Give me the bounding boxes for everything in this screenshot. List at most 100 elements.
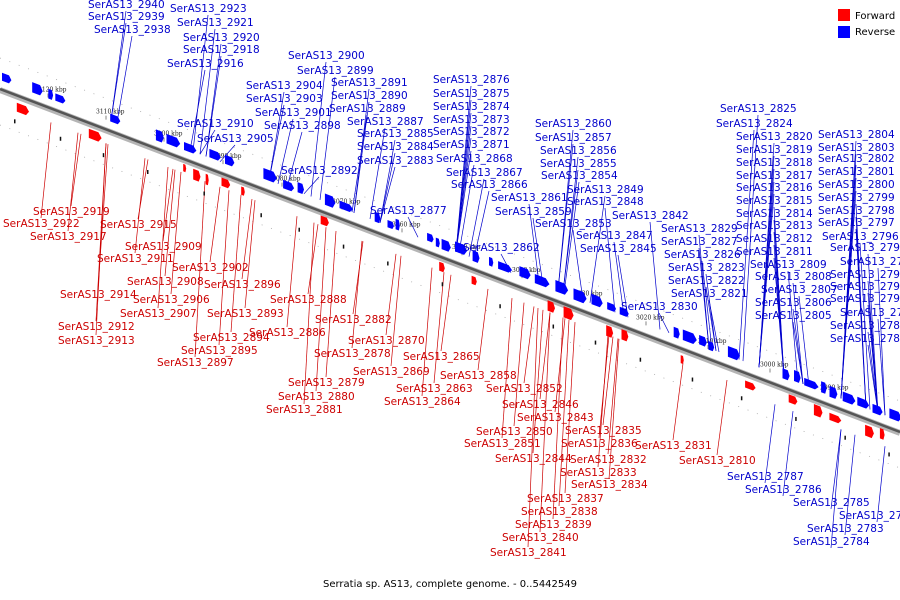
leader-line <box>617 254 629 318</box>
reverse-gene-label: SerAS13_2884 <box>357 141 434 153</box>
forward-gene-label: SerAS13_2886 <box>249 327 326 339</box>
leader-line <box>407 216 419 238</box>
leader-line <box>303 176 320 195</box>
tick-label: 3120 kbp <box>38 86 67 93</box>
forward-gene-label: SerAS13_2836 <box>561 438 638 450</box>
reverse-gene-feature <box>498 261 513 273</box>
leader-line <box>40 122 52 219</box>
forward-gene-label: SerAS13_2907 <box>120 308 197 320</box>
reverse-gene-feature <box>821 381 827 394</box>
feature-mark <box>387 261 389 266</box>
forward-gene-label: SerAS13_2912 <box>58 321 135 333</box>
leader-line <box>589 195 606 303</box>
genome-caption: Serratia sp. AS13, complete genome. - 0.… <box>323 579 577 590</box>
tick-label: 3110 kbp <box>96 109 125 116</box>
feature-mark <box>102 153 105 158</box>
reverse-gene-feature <box>804 377 819 390</box>
forward-gene-label: SerAS13_2906 <box>133 294 210 306</box>
leader-line <box>110 22 127 121</box>
forward-gene-label: SerAS13_2850 <box>476 426 553 438</box>
reverse-gene-feature <box>110 113 121 125</box>
forward-gene-label: SerAS13_2919 <box>33 206 110 218</box>
reverse-gene-label: SerAS13_2857 <box>535 132 612 144</box>
reverse-gene-label: SerAS13_2801 <box>818 166 895 178</box>
reverse-gene-feature <box>857 396 870 409</box>
reverse-gene-label: SerAS13_2868 <box>436 153 513 165</box>
forward-gene-feature <box>241 186 245 196</box>
leader-line <box>764 404 776 484</box>
reverse-gene-label: SerAS13_2901 <box>255 107 332 119</box>
leader-line <box>385 253 397 336</box>
forward-gene-feature <box>320 215 329 227</box>
reverse-gene-feature <box>519 266 531 280</box>
reverse-gene-label: SerAS13_2855 <box>540 158 617 170</box>
reverse-gene-label: SerAS13_2797 <box>818 217 895 229</box>
leader-line <box>286 216 298 328</box>
reverse-gene-label: SerAS13_2826 <box>664 249 741 261</box>
reverse-gene-feature <box>427 232 434 243</box>
leader-line <box>830 429 842 510</box>
reverse-gene-feature <box>283 179 295 192</box>
leader-line <box>116 35 133 123</box>
forward-gene-label: SerAS13_2902 <box>172 262 249 274</box>
forward-gene-label: SerAS13_2880 <box>278 391 355 403</box>
leader-line <box>528 203 540 284</box>
leader-line <box>351 114 368 213</box>
feature-mark <box>342 244 345 249</box>
leader-line <box>351 240 363 349</box>
reverse-gene-label: SerAS13_2905 <box>197 133 274 145</box>
leader-line <box>319 76 336 200</box>
reverse-gene-label: SerAS13_2853 <box>535 218 612 230</box>
reverse-gene-label: SerAS13_2788 <box>830 333 900 345</box>
reverse-gene-label: SerAS13_2866 <box>451 179 528 191</box>
leader-line <box>876 446 886 523</box>
reverse-gene-feature <box>155 129 164 143</box>
leader-line <box>572 229 584 301</box>
leader-line <box>473 190 490 259</box>
reverse-gene-feature <box>441 238 451 252</box>
leader-line <box>597 334 609 468</box>
forward-gene-label: SerAS13_2908 <box>127 276 204 288</box>
reverse-gene-feature <box>573 288 587 304</box>
forward-gene-label: SerAS13_2913 <box>58 335 135 347</box>
reverse-gene-label: SerAS13_2816 <box>736 182 813 194</box>
forward-gene-label: SerAS13_2911 <box>97 253 174 265</box>
reverse-gene-label: SerAS13_2790 <box>840 307 900 319</box>
leader-line <box>604 207 616 313</box>
feature-mark <box>691 377 694 382</box>
feature-mark <box>59 136 62 141</box>
reverse-gene-label: SerAS13_2808 <box>755 271 832 283</box>
leader-line <box>782 411 794 497</box>
reverse-gene-label: SerAS13_2845 <box>580 243 657 255</box>
reverse-gene-feature <box>699 335 707 347</box>
reverse-gene-label: SerAS13_2805 <box>755 310 832 322</box>
feature-mark <box>499 304 501 309</box>
leader-line <box>558 319 570 507</box>
reverse-gene-label: SerAS13_2940 <box>88 0 165 11</box>
reverse-gene-feature <box>263 168 277 183</box>
forward-gene-feature <box>680 355 684 364</box>
reverse-gene-label: SerAS13_2783 <box>807 523 884 535</box>
reverse-gene-feature <box>829 385 838 399</box>
reverse-gene-feature <box>794 370 801 383</box>
leader-line <box>563 181 580 293</box>
leader-line <box>315 227 327 392</box>
forward-gene-label: SerAS13_2869 <box>353 366 430 378</box>
forward-gene-label: SerAS13_2832 <box>570 454 647 466</box>
legend-forward-swatch <box>838 9 850 21</box>
reverse-gene-feature <box>708 341 715 352</box>
forward-gene-label: SerAS13_2835 <box>565 425 642 437</box>
feature-mark <box>639 357 642 362</box>
reverse-gene-label: SerAS13_2874 <box>433 101 510 113</box>
forward-gene-label: SerAS13_2810 <box>679 455 756 467</box>
forward-gene-label: SerAS13_2865 <box>403 351 480 363</box>
leader-line <box>230 194 242 333</box>
leader-line <box>379 152 396 223</box>
leader-line <box>379 139 396 223</box>
leader-line <box>658 312 670 334</box>
leader-line <box>867 344 879 413</box>
reverse-gene-feature <box>682 329 697 344</box>
leader-line <box>157 166 169 309</box>
leader-line <box>468 178 485 257</box>
leader-line <box>564 322 576 494</box>
